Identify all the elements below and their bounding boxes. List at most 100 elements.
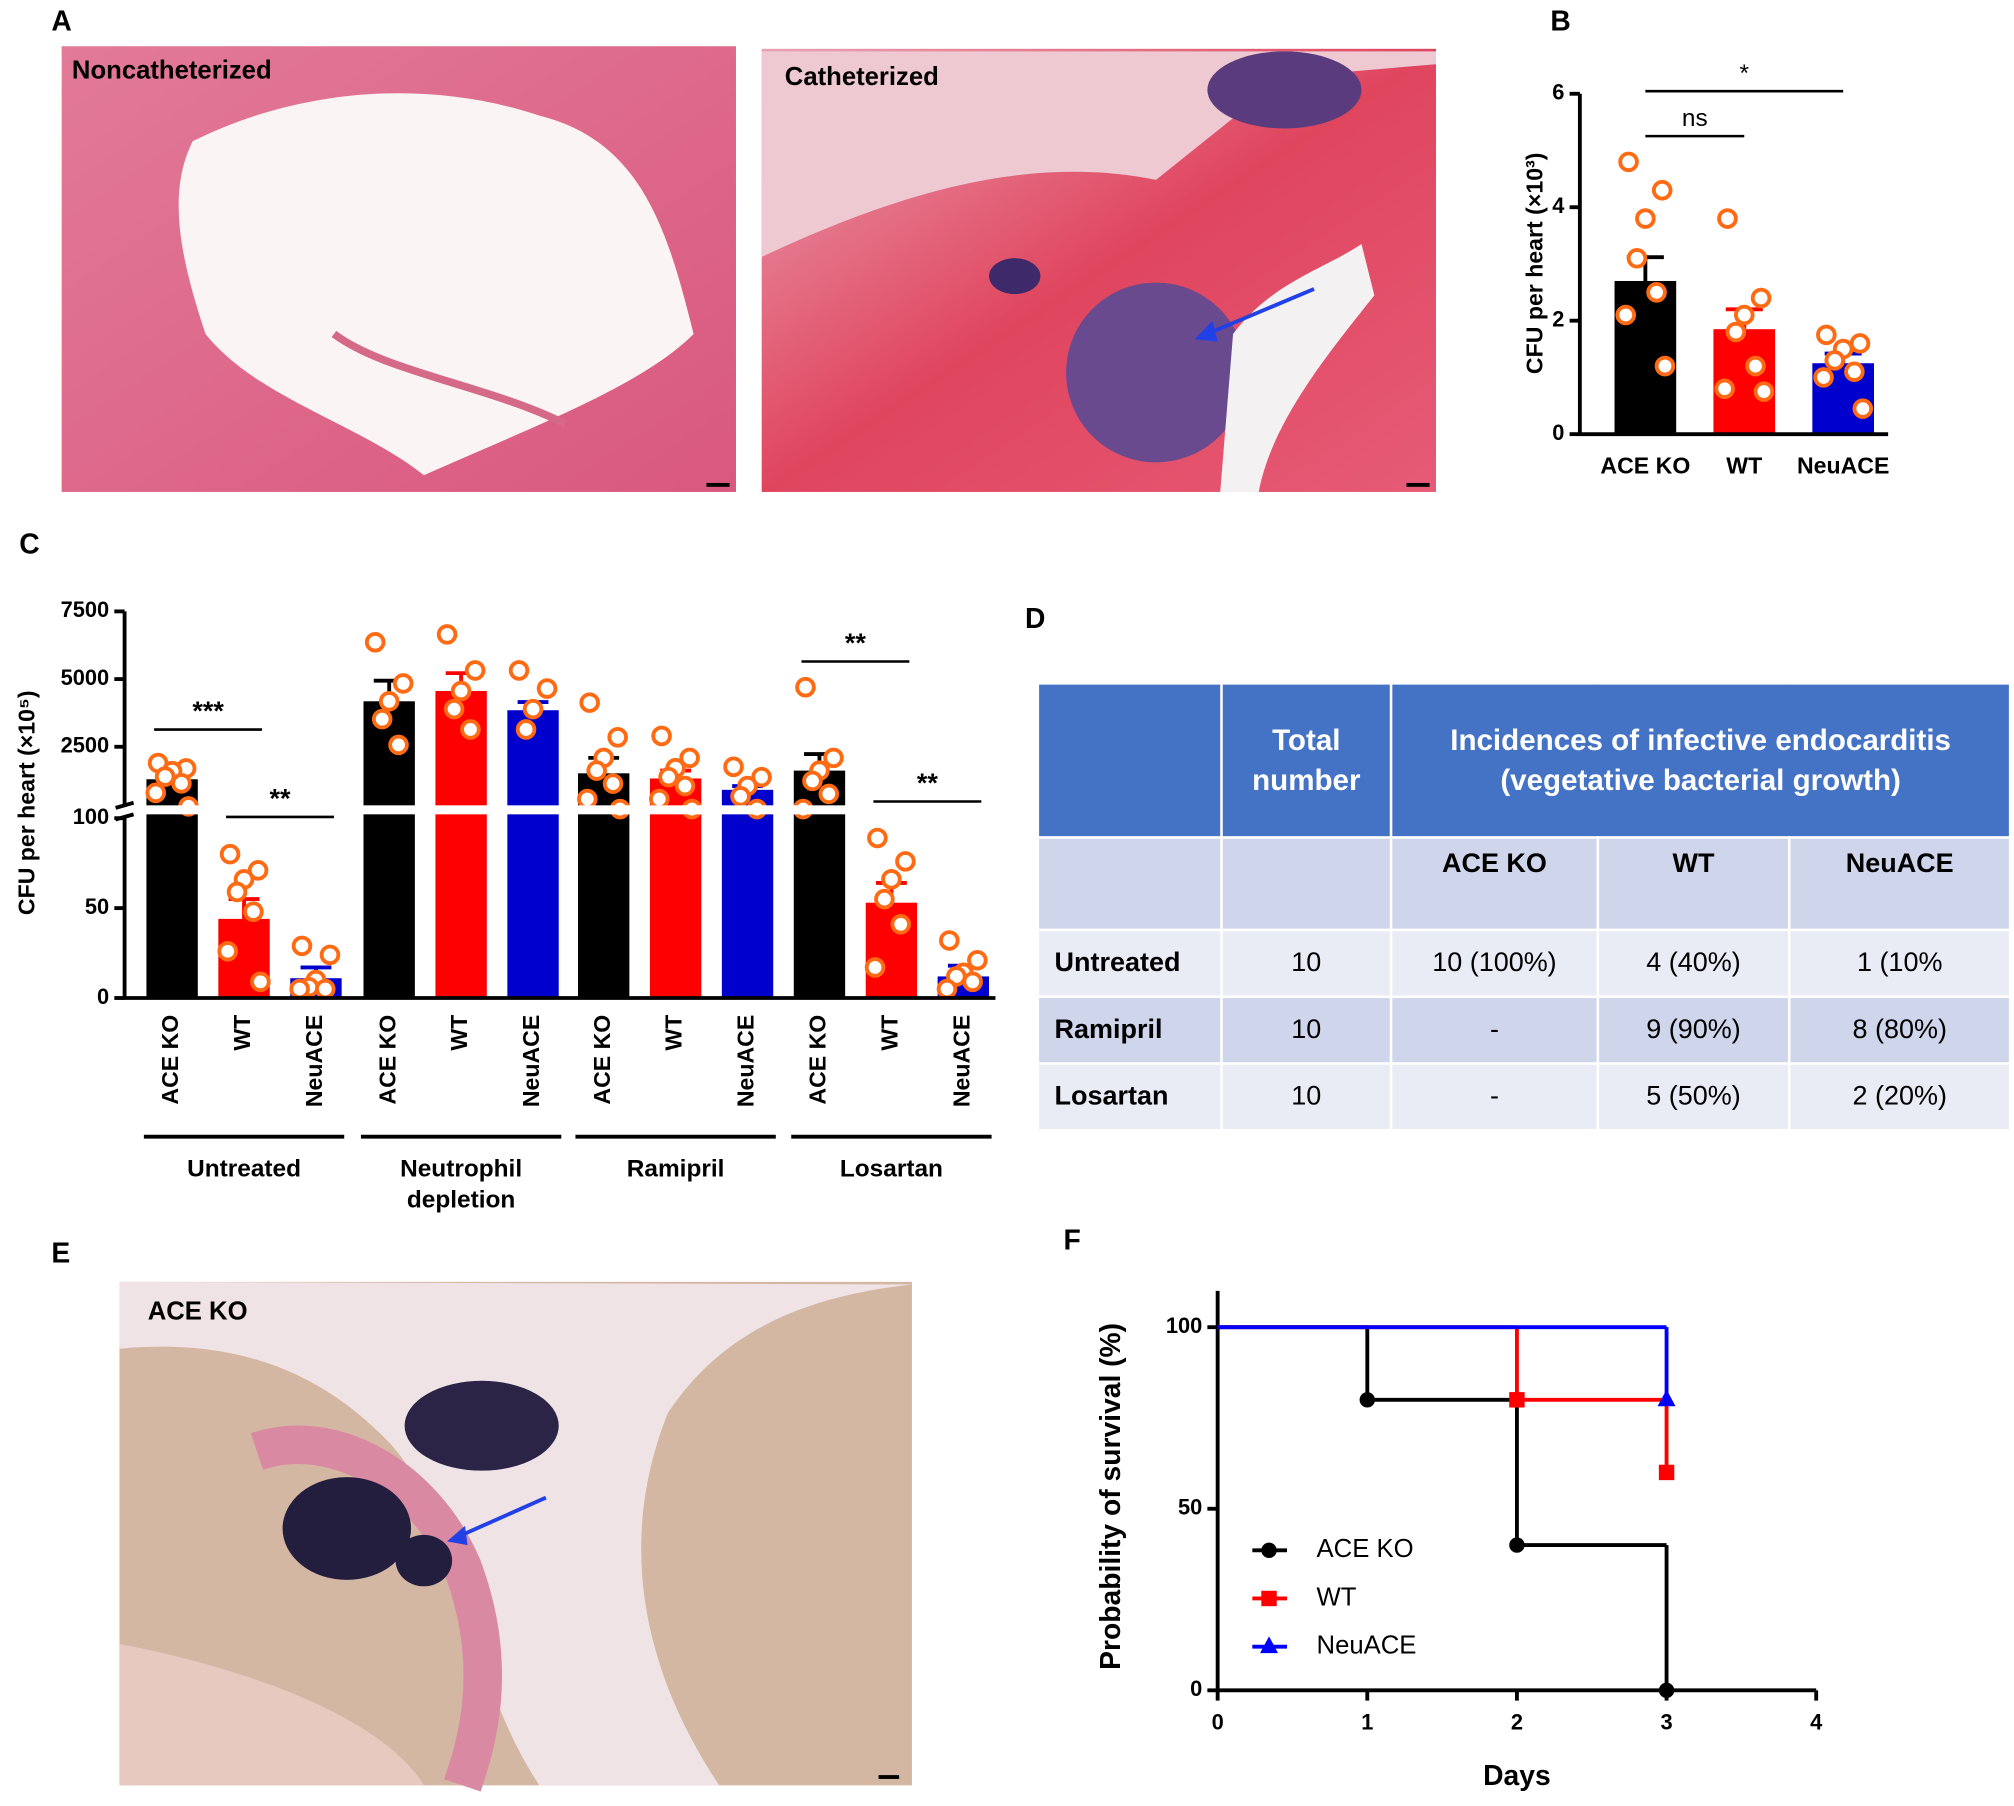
table-cell: 9 (90%): [1596, 995, 1791, 1065]
x-tick-label: NeuACE: [518, 1015, 544, 1107]
data-point: [648, 788, 670, 810]
x-tick-label: ACE KO: [157, 1015, 183, 1105]
table-header: Incidences of infective endocarditis (ve…: [1389, 682, 2012, 839]
significance-label: **: [270, 783, 291, 813]
y-axis-title: CFU per heart (×10⁵): [13, 690, 39, 915]
data-point: [864, 957, 886, 978]
data-point: [936, 978, 958, 1000]
y-axis-title: Probability of survival (%): [1094, 1323, 1126, 1670]
table-row: Losartan 10-5 (50%) 2 (20%): [1036, 1062, 2012, 1132]
marker: [1658, 1682, 1675, 1699]
data-point: [823, 747, 844, 769]
data-point: [450, 680, 472, 702]
data-point: [378, 691, 400, 712]
group-label: Ramipril: [626, 1155, 725, 1183]
data-point: [1849, 333, 1871, 354]
y-tick-label: 100: [73, 804, 109, 829]
incidence-table: Total number Incidences of infective end…: [1036, 682, 2012, 1132]
x-tick-label: 1: [1361, 1709, 1373, 1734]
x-tick-label: NeuACE: [948, 1015, 974, 1107]
table-row: Ramipril 10-9 (90%) 8 (80%): [1036, 995, 2012, 1065]
data-point: [679, 747, 700, 769]
data-point: [723, 756, 744, 778]
x-tick-label: ACE KO: [1600, 453, 1690, 479]
data-point: [464, 660, 486, 681]
group-label-box: Losartan: [840, 1156, 943, 1183]
table-cell: Ramipril: [1036, 995, 1223, 1065]
data-point: [1852, 398, 1874, 419]
data-point: [1745, 355, 1766, 377]
table-cell: 8 (80%): [1787, 995, 2012, 1065]
data-point: [1725, 321, 1747, 343]
panel-label: F: [1064, 1224, 1081, 1256]
data-point: [171, 773, 192, 794]
data-point: [890, 914, 912, 935]
marker: [1509, 1537, 1525, 1553]
x-tick-label: 3: [1660, 1709, 1672, 1734]
significance-label: ***: [192, 696, 224, 726]
panel-label: B: [1550, 5, 1570, 37]
y-tick-label: 50: [85, 894, 109, 919]
data-point: [217, 940, 238, 962]
table-body: Untreated 10 10 (100%) 4 (40%) 1 (10% Ramipri…: [1036, 928, 2012, 1132]
data-point: [967, 949, 988, 971]
data-point: [1753, 381, 1775, 402]
data-point: [881, 869, 902, 890]
bar: [507, 710, 559, 999]
y-tick-label: 5000: [61, 665, 110, 690]
data-point: [1654, 355, 1676, 377]
data-point: [226, 881, 248, 903]
table-cell: 2 (20%): [1787, 1062, 2012, 1132]
x-tick-label: WT: [229, 1015, 255, 1051]
significance-label: **: [917, 768, 938, 798]
marker: [1260, 1636, 1279, 1654]
legend-label: NeuACE: [1317, 1631, 1417, 1659]
table-row: Untreated 10 10 (100%) 4 (40%) 1 (10%: [1036, 928, 2012, 999]
data-point: [388, 734, 409, 756]
legend-label: ACE KO: [1317, 1535, 1414, 1563]
data-point: [508, 660, 530, 681]
data-point: [602, 773, 624, 794]
data-point: [219, 843, 241, 865]
bar: [721, 789, 774, 999]
data-point: [802, 770, 823, 792]
data-point: [1626, 248, 1648, 269]
table-cell: 10 (100%): [1389, 928, 1600, 999]
data-point: [1824, 350, 1846, 371]
table-cell: 5 (50%): [1596, 1062, 1791, 1132]
data-point: [867, 827, 888, 849]
marker: [1359, 1392, 1375, 1408]
data-point: [1816, 324, 1837, 346]
data-point: [460, 719, 481, 740]
data-point: [1813, 367, 1834, 388]
bar: [865, 902, 918, 999]
data-point: [291, 935, 313, 957]
marker: [1261, 1590, 1277, 1607]
data-point: [1618, 151, 1639, 173]
x-axis-title: Days: [1483, 1759, 1551, 1791]
data-point: [243, 901, 264, 922]
marker: [1658, 1464, 1675, 1481]
legend-label: WT: [1317, 1583, 1357, 1611]
table-header: WT: [1596, 836, 1791, 932]
data-point: [289, 978, 310, 1000]
data-point: [392, 673, 414, 694]
group-label: Untreated: [187, 1155, 302, 1183]
image-caption: Noncatheterized: [72, 57, 272, 85]
y-tick-label: 6: [1552, 80, 1564, 105]
x-tick-label: WT: [446, 1015, 472, 1051]
table-cell: 1 (10%: [1787, 928, 2012, 999]
x-tick-label: WT: [1726, 453, 1762, 479]
data-point: [1651, 179, 1673, 201]
data-point: [651, 725, 672, 747]
x-tick-label: NeuACE: [1797, 453, 1889, 479]
y-tick-label: 2: [1552, 306, 1564, 331]
table-cell: -: [1389, 1062, 1600, 1132]
y-tick-label: 7500: [61, 597, 110, 622]
table-cell: -: [1389, 995, 1600, 1065]
significance-label: ns: [1682, 105, 1708, 132]
data-point: [145, 782, 167, 804]
marker: [1657, 1389, 1676, 1407]
x-tick-label: ACE KO: [805, 1015, 831, 1105]
